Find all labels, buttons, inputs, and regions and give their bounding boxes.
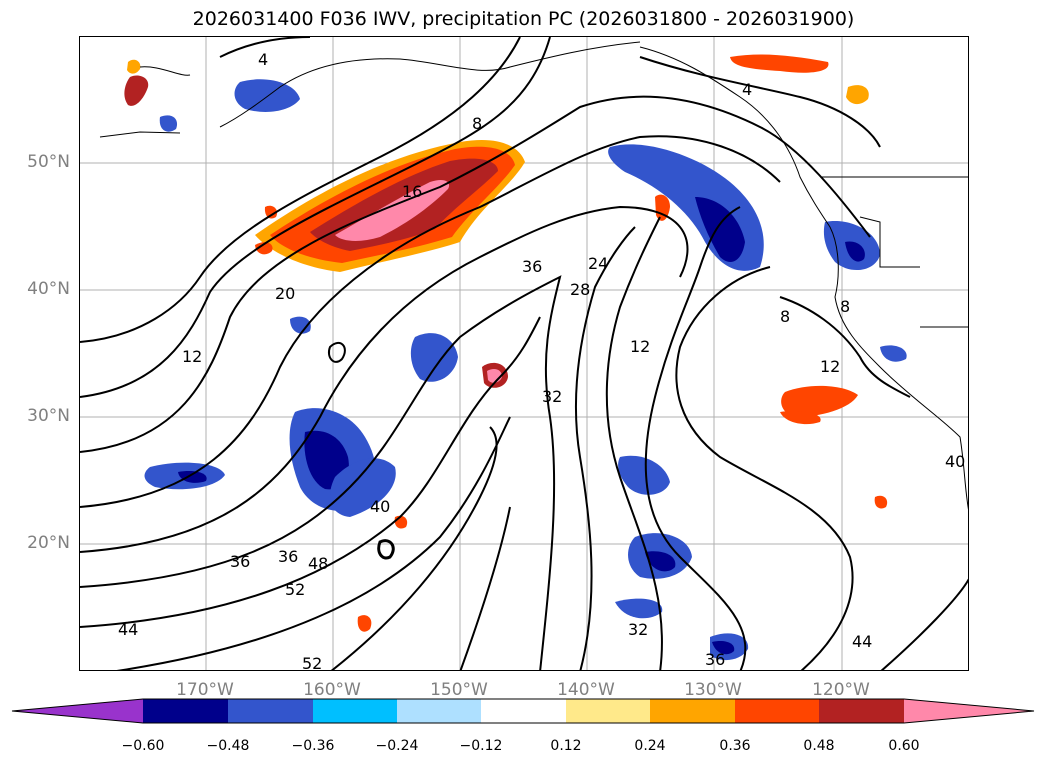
contour-label: 52 — [302, 654, 322, 671]
colorbar-tick: 0.12 — [550, 738, 582, 754]
contour-label: 28 — [570, 280, 590, 299]
coastlines — [99, 41, 968, 510]
colorbar-outline — [11, 698, 1035, 724]
colorbar-bin — [819, 699, 904, 723]
colorbar-tick: −0.60 — [121, 738, 165, 754]
colorbar-bin — [650, 699, 735, 723]
contour-label: 40 — [370, 497, 390, 516]
contour-label: 8 — [840, 297, 850, 316]
map-panel: 4 4 8 16 20 12 36 28 24 12 8 8 12 32 40 … — [79, 36, 969, 671]
colorbar-bin — [397, 699, 481, 723]
colorbar-bin — [566, 699, 650, 723]
colorbar-tick: −0.36 — [291, 738, 335, 754]
contour-label: 52 — [285, 580, 305, 599]
lon-label-150w: 150°W — [430, 680, 488, 700]
contour-label: 36 — [522, 257, 542, 276]
colorbar-extend-low — [12, 699, 143, 723]
colorbar-tick: 0.36 — [719, 738, 751, 754]
contour-label: 4 — [742, 80, 752, 99]
contour-label: 32 — [542, 387, 562, 406]
precip-negative-anomaly — [144, 79, 907, 661]
contour-label: 36 — [705, 650, 725, 669]
contour-label: 20 — [275, 284, 295, 303]
colorbar-tick: −0.48 — [206, 738, 250, 754]
colorbar-bin — [735, 699, 819, 723]
lon-label-130w: 130°W — [684, 680, 742, 700]
lon-label-160w: 160°W — [303, 680, 361, 700]
contour-label: 48 — [308, 554, 328, 573]
contour-label: 8 — [780, 307, 790, 326]
colorbar — [11, 698, 1035, 724]
contour-label: 12 — [182, 347, 202, 366]
iwv-contours — [80, 37, 968, 670]
colorbar-tick: 0.24 — [634, 738, 666, 754]
contour-label: 40 — [945, 452, 965, 471]
colorbar-tick: −0.24 — [375, 738, 419, 754]
lon-label-170w: 170°W — [176, 680, 234, 700]
lat-label-30n: 30°N — [27, 406, 70, 426]
contour-label: 36 — [278, 547, 298, 566]
colorbar-tick: 0.48 — [803, 738, 835, 754]
contour-label: 24 — [588, 254, 608, 273]
contour-label: 16 — [402, 182, 422, 201]
colorbar-bin — [481, 699, 566, 723]
contour-label: 8 — [472, 114, 482, 133]
contour-label-group: 4 4 8 16 20 12 36 28 24 12 8 8 12 32 40 … — [118, 50, 965, 671]
lon-label-140w: 140°W — [557, 680, 615, 700]
contour-label: 36 — [230, 552, 250, 571]
contour-label: 44 — [118, 620, 138, 639]
map-title: 2026031400 F036 IWV, precipitation PC (2… — [192, 8, 855, 30]
colorbar-extend-high — [904, 699, 1034, 723]
contour-label: 4 — [258, 50, 268, 69]
map-canvas: 4 4 8 16 20 12 36 28 24 12 8 8 12 32 40 … — [80, 37, 968, 671]
precip-positive-anomaly — [124, 54, 888, 632]
contour-label: 12 — [630, 337, 650, 356]
lat-label-40n: 40°N — [27, 279, 70, 299]
contour-label: 32 — [628, 620, 648, 639]
colorbar-bin — [313, 699, 397, 723]
lat-label-50n: 50°N — [27, 152, 70, 172]
contour-label: 44 — [852, 632, 872, 651]
lat-label-20n: 20°N — [27, 533, 70, 553]
colorbar-tick: 0.60 — [888, 738, 920, 754]
lon-label-120w: 120°W — [812, 680, 870, 700]
contour-label: 12 — [820, 357, 840, 376]
colorbar-tick: −0.12 — [459, 738, 503, 754]
graticule — [80, 37, 968, 670]
colorbar-bin — [228, 699, 313, 723]
colorbar-bin — [143, 699, 228, 723]
